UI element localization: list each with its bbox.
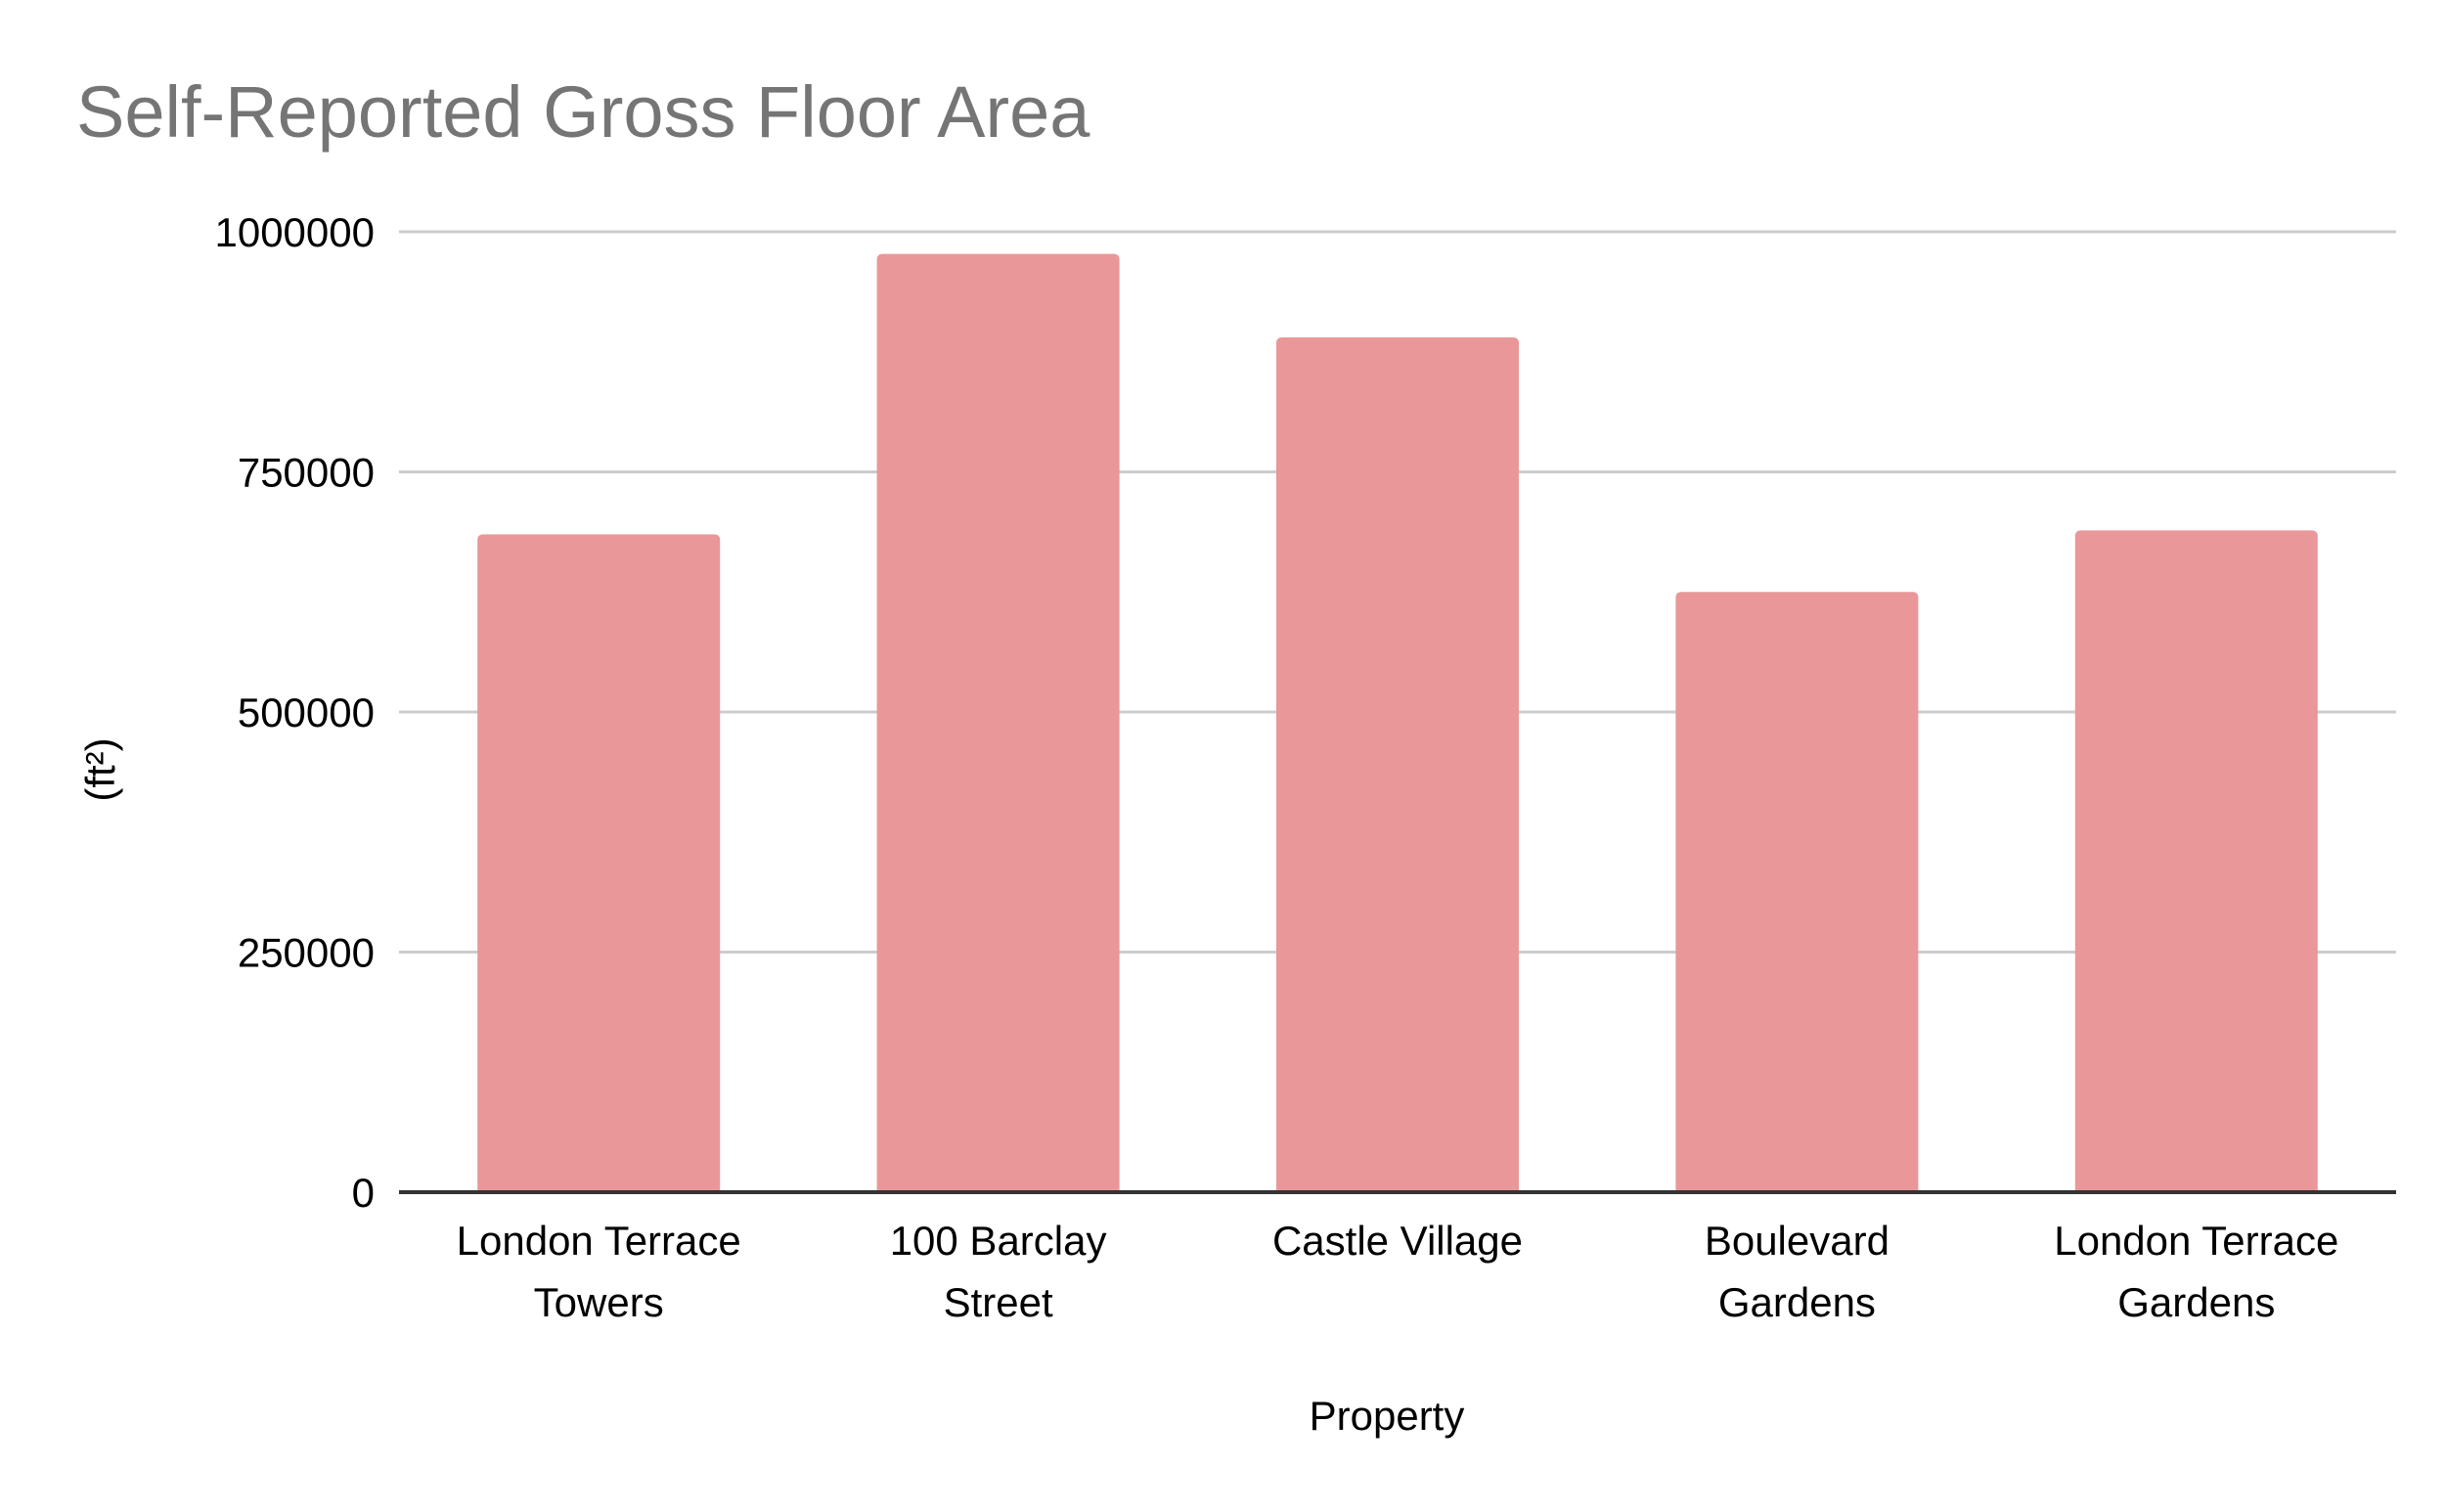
bar [2074,530,2318,1192]
bar [1276,337,1519,1192]
y-tick-label: 750000 [238,450,375,496]
x-tick-labels: London Terrace Towers 100 Barclay Street Cas… [457,1218,2339,1325]
bars [477,253,2318,1192]
x-axis-label: Property [1310,1393,1465,1439]
x-tick-label: Castle Village [1272,1218,1523,1264]
bar [876,253,1120,1192]
bar [477,534,721,1192]
x-tick-label: London Terrace [2054,1218,2338,1264]
y-axis-label: (ft²) [77,737,123,801]
x-tick-label: Street [944,1279,1053,1325]
y-tick-label: 500000 [238,689,375,735]
x-tick-label: Gardens [2117,1279,2275,1325]
x-tick-label: 100 Barclay [890,1218,1107,1264]
x-tick-label: London Terrace [457,1218,741,1264]
y-tick-label: 0 [352,1170,375,1216]
y-tick-labels: 0 250000 500000 750000 1000000 [214,209,375,1216]
y-tick-label: 1000000 [214,209,375,255]
chart-title: Self-Reported Gross Floor Area [76,71,1090,153]
x-tick-label: Boulevard [1705,1218,1889,1264]
x-tick-label: Towers [534,1279,664,1325]
y-tick-label: 250000 [238,930,375,976]
bar [1675,592,1919,1192]
x-tick-label: Gardens [1718,1279,1876,1325]
